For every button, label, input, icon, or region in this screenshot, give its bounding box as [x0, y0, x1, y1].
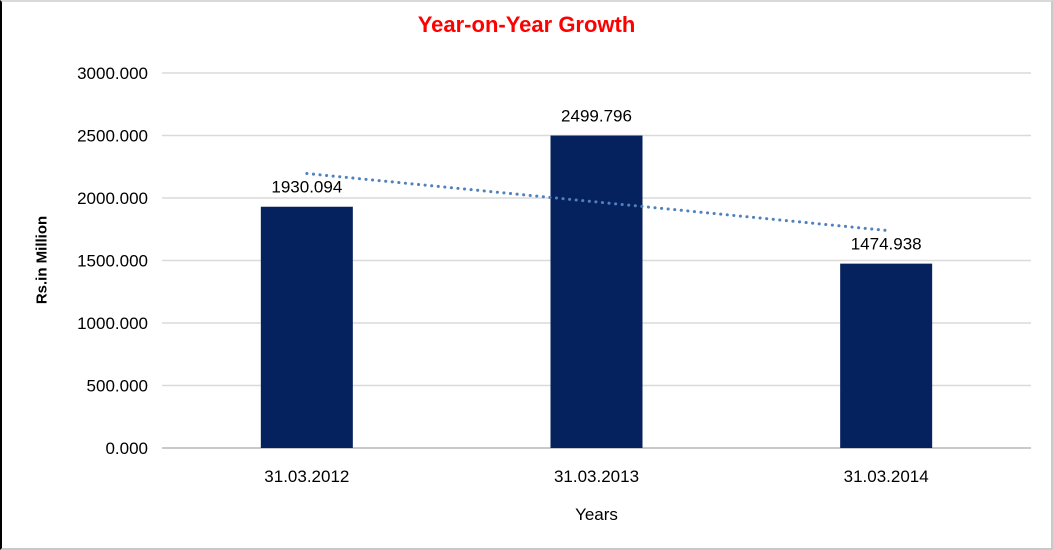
- x-tick-label: 31.03.2014: [844, 467, 929, 486]
- linear-trendline: [305, 172, 888, 232]
- y-tick-label: 0.000: [105, 439, 148, 458]
- y-axis-title: Rs.in Million: [33, 216, 50, 304]
- bar-value-label: 2499.796: [561, 106, 632, 125]
- y-tick-label: 1500.000: [77, 251, 148, 270]
- y-tick-label: 3000.000: [77, 64, 148, 83]
- bar-31.03.2013: [550, 135, 643, 448]
- y-tick-label: 2500.000: [77, 126, 148, 145]
- chart-title: Year-on-Year Growth: [417, 12, 636, 37]
- x-axis-title: Years: [575, 505, 618, 524]
- x-tick-label: 31.03.2012: [264, 467, 349, 486]
- y-tick-label: 1000.000: [77, 314, 148, 333]
- bar-value-label: 1474.938: [851, 235, 922, 254]
- y-tick-label: 2000.000: [77, 189, 148, 208]
- bar-31.03.2012: [260, 206, 353, 448]
- y-tick-label: 500.000: [87, 376, 148, 395]
- x-tick-label: 31.03.2013: [554, 467, 639, 486]
- bar-31.03.2014: [840, 263, 933, 448]
- bar-value-label: 1930.094: [271, 178, 342, 197]
